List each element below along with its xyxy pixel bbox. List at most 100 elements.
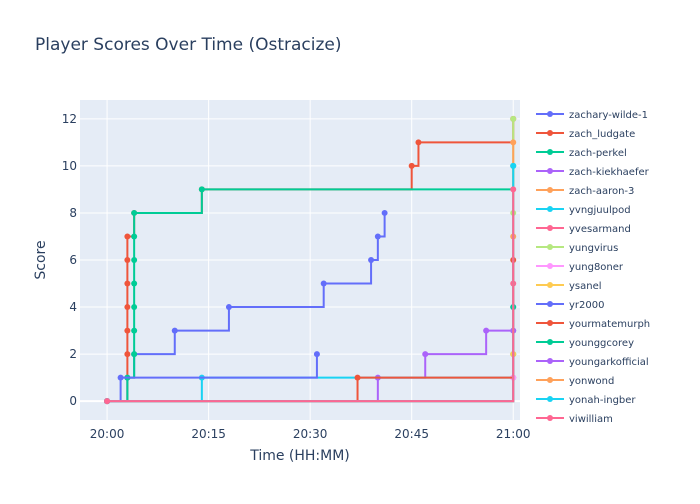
legend-item-youngarkofficial[interactable]: youngarkofficial (536, 357, 649, 368)
x-tick-label: 20:00 (90, 427, 125, 441)
data-point (124, 304, 131, 311)
data-point (320, 280, 327, 287)
data-point (131, 351, 138, 358)
legend-item-yung8oner[interactable]: yung8oner (536, 262, 624, 273)
legend-label: zach-aaron-3 (569, 186, 634, 197)
data-point (124, 257, 131, 263)
data-point (131, 327, 138, 334)
legend-label: zach-kiekhaefer (569, 167, 650, 178)
legend-item-yr2000[interactable]: yr2000 (536, 300, 604, 311)
data-point (422, 351, 429, 358)
legend-marker-swatch (547, 263, 553, 269)
legend-item-zach-perkel[interactable]: zach-perkel (536, 148, 627, 159)
legend-marker-swatch (547, 320, 553, 326)
series-line (107, 189, 515, 403)
legend-label: ysanel (569, 281, 602, 292)
legend-marker-swatch (547, 130, 553, 136)
data-point (131, 209, 138, 216)
x-tick-labels: 20:00 20:15 20:30 20:45 21:00 (90, 427, 531, 441)
x-tick-label: 20:30 (293, 427, 328, 441)
x-tick-label: 20:45 (394, 427, 429, 441)
legend-item-zach-kiekhaefer[interactable]: zach-kiekhaefer (536, 167, 650, 178)
data-point (374, 233, 381, 240)
legend-label: youngarkofficial (569, 357, 649, 368)
legend-label: zach_ludgate (569, 129, 635, 140)
legend-item-yvesarmand[interactable]: yvesarmand (536, 224, 631, 235)
legend-marker-swatch (547, 187, 553, 193)
data-point (225, 304, 232, 311)
data-point (104, 398, 111, 405)
legend-label: yvngjuulpod (569, 205, 631, 216)
data-point (368, 257, 375, 263)
data-point (408, 162, 415, 169)
y-axis-label: Score (33, 240, 49, 279)
legend-item-ysanel[interactable]: ysanel (536, 281, 602, 292)
legend-item-zach_ludgate[interactable]: zach_ludgate (536, 129, 635, 140)
data-point (313, 351, 320, 358)
y-tick-label: 6 (69, 253, 77, 267)
y-tick-label: 8 (69, 206, 77, 220)
legend-marker-swatch (547, 149, 553, 155)
legend-item-zach-aaron-3[interactable]: zach-aaron-3 (536, 186, 634, 197)
data-point (510, 186, 517, 193)
y-tick-labels: 0 2 4 6 8 10 12 (62, 112, 77, 408)
legend-label: yiwilliam (569, 414, 613, 425)
legend-item-younggcorey[interactable]: younggcorey (536, 338, 634, 349)
data-point (131, 280, 138, 287)
legend-marker-swatch (547, 111, 553, 117)
y-tick-label: 0 (69, 394, 77, 408)
data-point (381, 209, 388, 216)
y-tick-label: 10 (62, 159, 77, 173)
data-point (171, 327, 178, 334)
legend-label: yourmatemurph (569, 319, 650, 330)
legend-marker-swatch (547, 339, 553, 345)
series-yiwilliam (104, 186, 517, 405)
data-point (131, 233, 138, 240)
x-tick-label: 21:00 (496, 427, 531, 441)
legend-marker-swatch (547, 396, 553, 402)
legend-item-yungvirus[interactable]: yungvirus (536, 243, 618, 254)
legend-item-yonah-ingber[interactable]: yonah-ingber (536, 395, 636, 406)
data-point (198, 186, 205, 193)
data-point (124, 280, 131, 287)
y-tick-label: 4 (69, 300, 77, 314)
legend-label: zach-perkel (569, 148, 627, 159)
data-point (483, 327, 490, 334)
data-point (124, 327, 131, 334)
legend-item-yvngjuulpod[interactable]: yvngjuulpod (536, 205, 631, 216)
data-point (124, 233, 131, 240)
data-point (131, 257, 138, 263)
legend-marker-swatch (547, 358, 553, 364)
data-point (510, 139, 517, 146)
data-point (510, 162, 517, 169)
legend-item-yourmatemurph[interactable]: yourmatemurph (536, 319, 650, 330)
data-point (124, 351, 131, 358)
y-tick-label: 12 (62, 112, 77, 126)
legend[interactable]: zachary-wilde-1 zach_ludgate zach-perkel za… (536, 110, 650, 425)
legend-label: yung8oner (569, 262, 624, 273)
legend-marker-swatch (547, 301, 553, 307)
data-point (354, 374, 361, 381)
legend-label: zachary-wilde-1 (569, 110, 648, 121)
series-lines (104, 115, 517, 405)
legend-marker-swatch (547, 168, 553, 174)
chart-title: Player Scores Over Time (Ostracize) (35, 35, 342, 55)
legend-marker-swatch (547, 244, 553, 250)
legend-label: yr2000 (569, 300, 604, 311)
legend-label: younggcorey (569, 338, 634, 349)
x-tick-label: 20:15 (191, 427, 226, 441)
legend-marker-swatch (547, 206, 553, 212)
data-point (510, 115, 517, 122)
legend-marker-swatch (547, 282, 553, 288)
legend-marker-swatch (547, 225, 553, 231)
x-axis-label: Time (HH:MM) (249, 448, 350, 464)
legend-item-zachary-wilde-1[interactable]: zachary-wilde-1 (536, 110, 648, 121)
legend-label: yungvirus (569, 243, 618, 254)
legend-label: yonwond (569, 376, 614, 387)
legend-item-yiwilliam[interactable]: yiwilliam (536, 414, 613, 425)
legend-label: yvesarmand (569, 224, 631, 235)
data-point (131, 304, 138, 311)
legend-item-yonwond[interactable]: yonwond (536, 376, 614, 387)
